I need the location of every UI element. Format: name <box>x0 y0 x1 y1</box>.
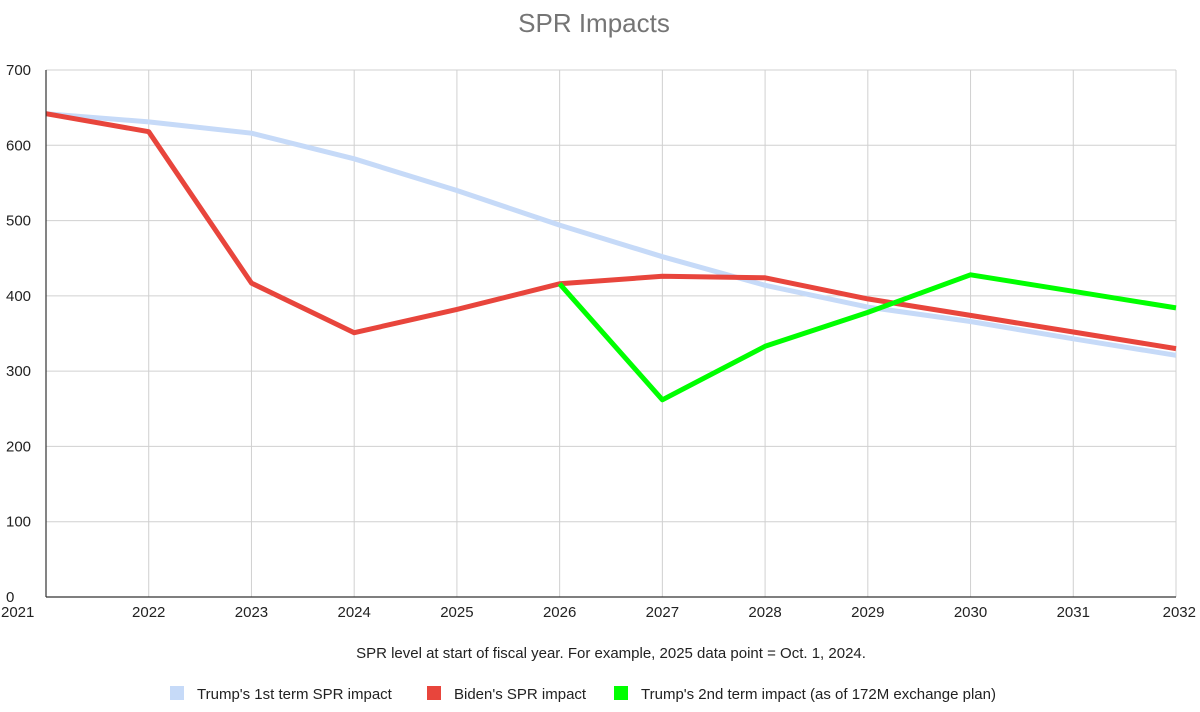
series-line-2 <box>45 111 1177 352</box>
y-tick-label: 600 <box>6 137 31 154</box>
series-line-1 <box>45 111 1177 358</box>
x-axis-caption: SPR level at start of fiscal year. For e… <box>356 645 866 662</box>
legend: Trump's 1st term SPR impact Biden's SPR i… <box>170 686 996 703</box>
x-tick-label: 2032 <box>1163 604 1196 621</box>
x-tick-label: 2024 <box>337 604 370 621</box>
legend-swatch-2 <box>427 686 441 700</box>
x-tick-label: 2023 <box>235 604 268 621</box>
grid <box>46 69 1177 597</box>
axes <box>45 70 1176 598</box>
x-tick-label: 2026 <box>543 604 576 621</box>
y-tick-label: 200 <box>6 438 31 455</box>
legend-label-2: Biden's SPR impact <box>454 686 587 703</box>
y-tick-label: 300 <box>6 363 31 380</box>
chart-title: SPR Impacts <box>518 8 670 38</box>
x-tick-label: 2021 <box>1 604 34 621</box>
tick-labels: 0 100 200 300 400 500 600 700 2021 2022 2023 2024 20… <box>1 62 1196 621</box>
y-tick-label: 500 <box>6 213 31 230</box>
x-tick-label: 2030 <box>954 604 987 621</box>
y-tick-label: 100 <box>6 514 31 531</box>
series-lines <box>45 111 1177 403</box>
x-tick-label: 2031 <box>1057 604 1090 621</box>
legend-label-1: Trump's 1st term SPR impact <box>197 686 393 703</box>
y-tick-label: 0 <box>6 589 14 606</box>
x-tick-label: 2025 <box>440 604 473 621</box>
legend-label-3: Trump's 2nd term impact (as of 172M exch… <box>641 686 996 703</box>
x-tick-label: 2022 <box>132 604 165 621</box>
x-tick-label: 2028 <box>748 604 781 621</box>
x-tick-label: 2029 <box>851 604 884 621</box>
legend-swatch-3 <box>614 686 628 700</box>
legend-swatch-1 <box>170 686 184 700</box>
y-tick-label: 400 <box>6 288 31 305</box>
series-line-3 <box>557 272 1177 403</box>
y-tick-label: 700 <box>6 62 31 79</box>
x-tick-label: 2027 <box>646 604 679 621</box>
